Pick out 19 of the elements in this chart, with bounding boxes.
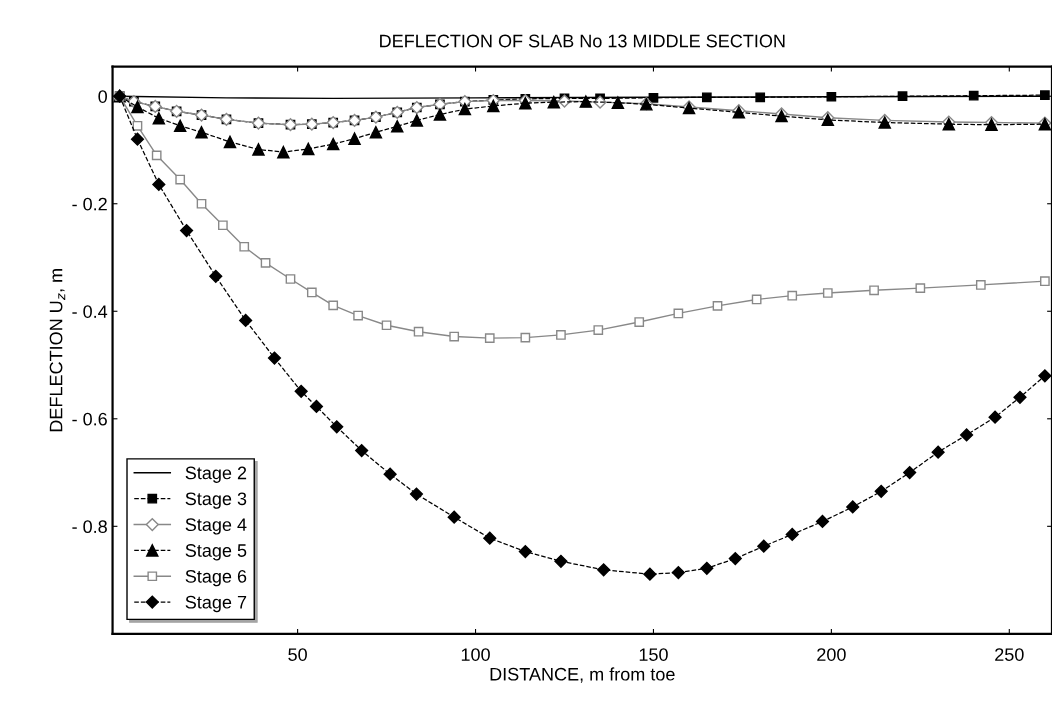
legend-label: Stage 2 bbox=[185, 466, 247, 483]
y-tick-label: - 0.8 bbox=[72, 520, 107, 534]
x-tick-label: 50 bbox=[288, 648, 307, 661]
legend-label: Stage 3 bbox=[185, 492, 247, 509]
legend-label: Stage 7 bbox=[185, 595, 247, 613]
y-axis-title: DEFLECTION U$_{z}$, m bbox=[49, 269, 66, 432]
x-tick-label: 250 bbox=[995, 648, 1024, 661]
legend-label: Stage 6 bbox=[185, 569, 247, 587]
y-tick-label: - 0.6 bbox=[72, 412, 107, 426]
x-tick-label: 150 bbox=[639, 648, 668, 661]
legend-label: Stage 4 bbox=[185, 518, 247, 535]
chart-title: DEFLECTION OF SLAB No 13 MIDDLE SECTION bbox=[380, 34, 785, 48]
legend-label: Stage 5 bbox=[185, 544, 247, 561]
x-tick-label: 100 bbox=[461, 648, 490, 661]
x-axis-title: DISTANCE, m from toe bbox=[490, 667, 675, 683]
x-tick-label: 200 bbox=[817, 648, 846, 661]
y-tick-label: - 0.2 bbox=[72, 197, 107, 211]
y-tick-label: 0 bbox=[98, 90, 107, 103]
y-tick-label: - 0.4 bbox=[72, 305, 108, 318]
